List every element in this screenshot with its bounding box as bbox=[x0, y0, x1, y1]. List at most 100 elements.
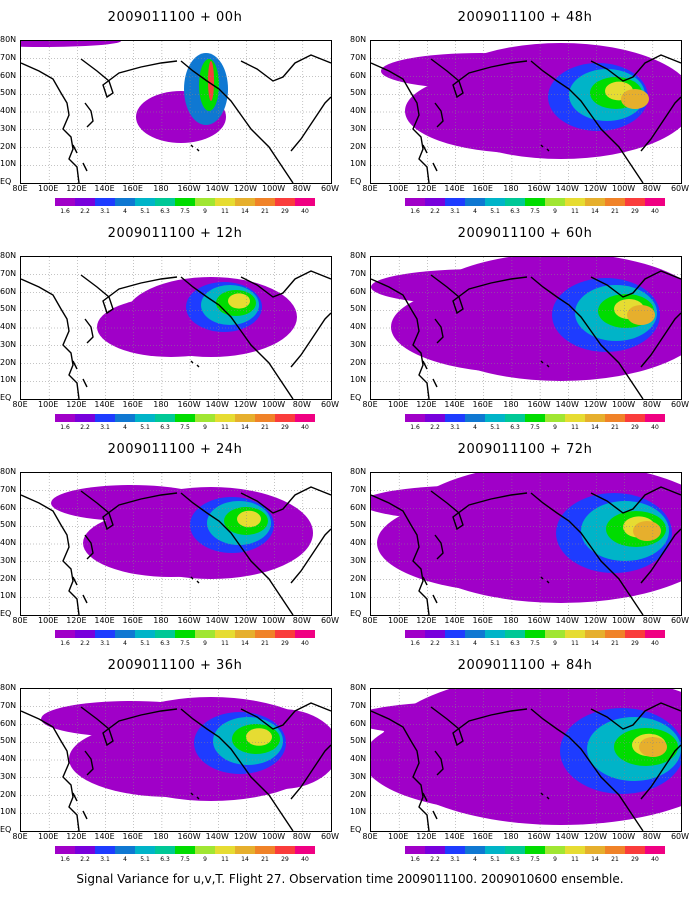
latitude-label: 40N bbox=[350, 754, 367, 763]
colorbar-swatch bbox=[55, 198, 75, 206]
latitude-label: 60N bbox=[350, 718, 367, 728]
colorbar-swatch bbox=[405, 198, 425, 206]
latitude-label: EQ bbox=[350, 177, 362, 186]
colorbar-swatch bbox=[55, 630, 75, 638]
forecast-panel: 2009011100 + 84h 80N 70N 60N 50N 40N 30N 20N 10N… bbox=[350, 648, 700, 864]
colorbar-swatch bbox=[215, 198, 235, 206]
longitude-label: 120E bbox=[416, 832, 437, 841]
longitude-label: 80E bbox=[12, 616, 28, 625]
colorbar-swatch bbox=[525, 846, 545, 854]
signal-contour bbox=[228, 293, 250, 309]
colorbar-swatch bbox=[215, 846, 235, 854]
longitude-label: 80W bbox=[292, 616, 311, 625]
colorbar-label: 9 bbox=[203, 424, 207, 431]
colorbar-label: 3.1 bbox=[100, 640, 110, 647]
latitude-label: 10N bbox=[350, 591, 367, 601]
colorbar-swatch bbox=[75, 414, 95, 422]
longitude-label: 140E bbox=[94, 616, 115, 625]
longitude-label: 100E bbox=[38, 832, 59, 841]
colorbar-label: 6.3 bbox=[510, 856, 520, 863]
colorbar-label: 40 bbox=[651, 856, 659, 863]
signal-contour bbox=[633, 521, 661, 541]
colorbar-label: 2.2 bbox=[430, 640, 440, 647]
latitude-label: 30N bbox=[350, 555, 367, 565]
colorbar-swatch bbox=[75, 846, 95, 854]
coastline bbox=[540, 360, 550, 368]
longitude-label: 120W bbox=[583, 400, 608, 409]
colorbar-swatch bbox=[175, 846, 195, 854]
colorbar-label: 2.2 bbox=[430, 856, 440, 863]
coastline bbox=[540, 576, 550, 584]
latitude-label: 30N bbox=[0, 555, 17, 565]
longitude-label: 100W bbox=[262, 184, 286, 193]
colorbar-swatch bbox=[505, 414, 525, 422]
longitude-label: 140W bbox=[555, 616, 579, 625]
latitude-label: 20N bbox=[0, 357, 17, 367]
panel-title: 2009011100 + 60h bbox=[457, 226, 593, 241]
colorbar-label: 4 bbox=[473, 856, 477, 863]
colorbar-swatch bbox=[565, 414, 585, 422]
longitude-label: 160W bbox=[177, 616, 201, 625]
colorbar-swatch bbox=[95, 846, 115, 854]
latitude-label: EQ bbox=[0, 825, 12, 834]
coastline bbox=[540, 792, 550, 800]
longitude-label: 80W bbox=[642, 184, 661, 193]
map-area bbox=[20, 40, 332, 184]
longitude-label: 180 bbox=[503, 616, 519, 625]
coastline bbox=[371, 62, 430, 183]
latitude-label: 30N bbox=[0, 339, 17, 349]
colorbar-swatch bbox=[605, 846, 625, 854]
longitude-label: 80E bbox=[362, 400, 378, 409]
colorbar-label: 7.5 bbox=[530, 856, 540, 863]
colorbar-label: 6.3 bbox=[160, 208, 170, 215]
colorbar-label: 4 bbox=[123, 208, 127, 215]
signal-contour bbox=[621, 89, 649, 109]
latitude-label: 60N bbox=[350, 502, 367, 512]
latitude-label: 30N bbox=[350, 339, 367, 349]
longitude-label: 100E bbox=[388, 832, 409, 841]
colorbar-label: 6.3 bbox=[160, 424, 170, 431]
colorbar-swatch bbox=[95, 630, 115, 638]
panel-title: 2009011100 + 00h bbox=[107, 10, 243, 25]
colorbar: 1.6 2.2 3.1 4 5.1 6.3 7.5 9 11 14 21 29 40 bbox=[405, 198, 665, 218]
colorbar-label: 29 bbox=[281, 424, 289, 431]
latitude-label: 60N bbox=[350, 286, 367, 296]
coastline bbox=[80, 58, 178, 99]
latitude-label: 30N bbox=[0, 123, 17, 133]
colorbar-swatch bbox=[135, 630, 155, 638]
colorbar-swatch bbox=[485, 414, 505, 422]
forecast-panel: 2009011100 + 12h 80N 70N 60N 50N 40N 30N 20N 10N… bbox=[0, 216, 350, 432]
colorbar-label: 2.2 bbox=[80, 856, 90, 863]
colorbar-label: 6.3 bbox=[510, 424, 520, 431]
colorbar-label: 2.2 bbox=[80, 424, 90, 431]
coastline bbox=[72, 576, 88, 604]
signal-contour bbox=[381, 53, 581, 89]
colorbar-swatch bbox=[95, 414, 115, 422]
colorbar-label: 2.2 bbox=[80, 208, 90, 215]
colorbar-label: 7.5 bbox=[180, 208, 190, 215]
latitude-label: 20N bbox=[350, 357, 367, 367]
latitude-label: 70N bbox=[0, 268, 17, 278]
colorbar-swatch bbox=[255, 198, 275, 206]
colorbar-label: 40 bbox=[651, 640, 659, 647]
coastline bbox=[640, 312, 681, 368]
longitude-label: 160E bbox=[122, 184, 143, 193]
colorbar-swatch bbox=[295, 846, 315, 854]
colorbar-swatch bbox=[425, 630, 445, 638]
longitude-label: 140E bbox=[444, 184, 465, 193]
latitude-label: 60N bbox=[0, 70, 17, 80]
colorbar-label: 5.1 bbox=[490, 640, 500, 647]
latitude-label: 40N bbox=[0, 106, 17, 115]
colorbar-swatch bbox=[585, 630, 605, 638]
colorbar-swatch bbox=[115, 414, 135, 422]
colorbar-label: 1.6 bbox=[410, 856, 420, 863]
latitude-label: 50N bbox=[0, 304, 17, 314]
signal-contour bbox=[371, 485, 601, 521]
colorbar-swatch bbox=[505, 630, 525, 638]
colorbar-swatch bbox=[485, 846, 505, 854]
longitude-label: 120E bbox=[66, 832, 87, 841]
colorbar-swatch bbox=[295, 414, 315, 422]
latitude-label: 20N bbox=[350, 789, 367, 799]
colorbar-swatch bbox=[115, 846, 135, 854]
figure-caption: Signal Variance for u,v,T. Flight 27. Ob… bbox=[76, 872, 624, 886]
